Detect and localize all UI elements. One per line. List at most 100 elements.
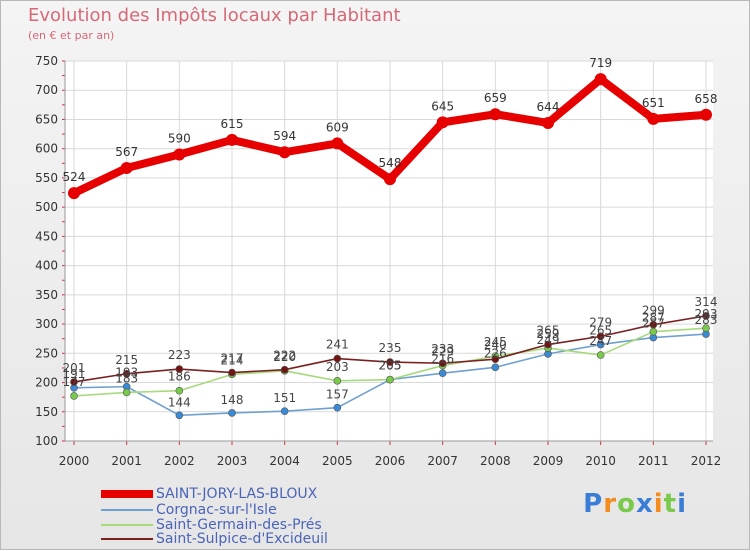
- legend-entry: Saint-Germain-des-Prés: [101, 518, 322, 532]
- series-point-3: [333, 354, 342, 363]
- series-point-1: [438, 369, 447, 377]
- series-point-3: [649, 320, 658, 329]
- series-layer: [68, 73, 712, 420]
- series-point-3: [228, 368, 236, 377]
- data-label: 226: [484, 346, 507, 360]
- series-point-2: [70, 392, 78, 400]
- logo-letter: r: [603, 489, 618, 519]
- data-label: 177: [63, 375, 86, 389]
- data-label: 144: [168, 395, 191, 409]
- data-label: 265: [589, 324, 612, 338]
- series-point-1: [280, 407, 289, 415]
- data-label: 265: [537, 324, 560, 338]
- data-label: 193: [115, 366, 138, 380]
- data-label: 220: [273, 350, 296, 364]
- data-label: 205: [379, 359, 402, 373]
- data-label: 644: [537, 100, 560, 114]
- x-tick-label: 2005: [322, 454, 353, 468]
- legend-entry: SAINT-JORY-LAS-BLOUX: [101, 487, 317, 501]
- data-label: 186: [168, 370, 191, 384]
- legend-swatch: [101, 538, 153, 540]
- y-tick-label: 350: [35, 288, 58, 302]
- data-label: 240: [484, 338, 507, 352]
- data-label: 609: [326, 120, 349, 134]
- x-tick-label: 2008: [480, 454, 511, 468]
- x-tick-label: 2011: [638, 454, 669, 468]
- data-label: 216: [431, 352, 454, 366]
- y-tick-label: 250: [35, 346, 58, 360]
- logo-letter: x: [635, 489, 654, 519]
- data-label: 235: [379, 341, 402, 355]
- data-label: 283: [695, 313, 718, 327]
- data-label: 719: [589, 56, 612, 70]
- data-label: 287: [642, 311, 665, 325]
- series-point-2: [333, 376, 342, 385]
- y-tick-label: 100: [35, 434, 58, 448]
- data-label: 201: [63, 361, 86, 375]
- x-tick-label: 2001: [111, 454, 142, 468]
- logo-letter: o: [617, 489, 636, 519]
- data-label: 217: [221, 352, 244, 366]
- logo-letter: i: [677, 489, 687, 519]
- series-point-0: [173, 148, 186, 161]
- data-label: 241: [326, 338, 349, 352]
- x-tick-label: 2004: [269, 454, 300, 468]
- x-tick-label: 2007: [427, 454, 458, 468]
- series-point-0: [331, 137, 344, 150]
- axes-layer: 100 150 200 250 300 350 400 450 500 550 600 650 700 7…: [35, 54, 721, 468]
- series-point-2: [386, 375, 394, 384]
- data-label: 148: [221, 393, 244, 407]
- y-tick-label: 550: [35, 171, 58, 185]
- series-point-0: [436, 116, 449, 129]
- chart-title: Evolution des Impôts locaux par Habitant: [28, 5, 401, 26]
- series-point-0: [278, 146, 291, 159]
- data-label: 293: [695, 307, 718, 321]
- x-tick-label: 2012: [691, 454, 722, 468]
- series-point-0: [120, 161, 133, 174]
- y-tick-label: 150: [35, 405, 58, 419]
- logo-letter: P: [583, 489, 604, 519]
- data-label: 249: [537, 333, 560, 347]
- series-point-2: [702, 324, 710, 332]
- series-point-3: [596, 332, 605, 341]
- data-label: 203: [326, 360, 349, 374]
- y-tick-label: 700: [35, 83, 58, 97]
- data-label: 615: [221, 117, 244, 131]
- data-label: 247: [589, 334, 612, 348]
- series-point-2: [122, 388, 131, 397]
- data-labels-layer: 524 567 590 615 594 609 548 645 659 644 719 651 658 1…: [63, 56, 718, 409]
- x-tick-label: 2002: [164, 454, 195, 468]
- y-tick-label: 300: [35, 317, 58, 331]
- data-label: 191: [63, 367, 86, 381]
- legend-entry: Corgnac-sur-l'Isle: [101, 503, 277, 517]
- series-point-3: [122, 369, 131, 378]
- data-label: 524: [63, 170, 86, 184]
- data-label: 658: [695, 92, 718, 106]
- series-point-1: [596, 340, 605, 349]
- series-point-3: [70, 378, 78, 386]
- y-tick-label: 650: [35, 112, 58, 126]
- data-label: 205: [379, 359, 402, 373]
- data-label: 215: [115, 353, 138, 367]
- y-tick-label: 500: [35, 200, 58, 214]
- data-label: 223: [168, 348, 191, 362]
- y-tick-label: 400: [35, 259, 58, 273]
- series-point-0: [542, 116, 554, 129]
- series-point-3: [280, 365, 289, 374]
- series-point-1: [491, 363, 500, 372]
- legend-swatch: [101, 490, 153, 498]
- series-point-3: [491, 355, 500, 363]
- data-label: 651: [642, 96, 665, 110]
- y-tick-label: 200: [35, 376, 58, 390]
- data-label: 245: [484, 335, 507, 349]
- plot-background: [65, 61, 713, 441]
- proxiti-logo: Proxiti: [583, 489, 687, 519]
- x-tick-label: 2009: [533, 454, 564, 468]
- series-point-0: [226, 133, 238, 146]
- data-label: 659: [484, 91, 507, 105]
- data-label: 277: [642, 317, 665, 331]
- legend-label: Saint-Sulpice-d'Excideuil: [156, 531, 328, 547]
- data-label: 299: [642, 304, 665, 318]
